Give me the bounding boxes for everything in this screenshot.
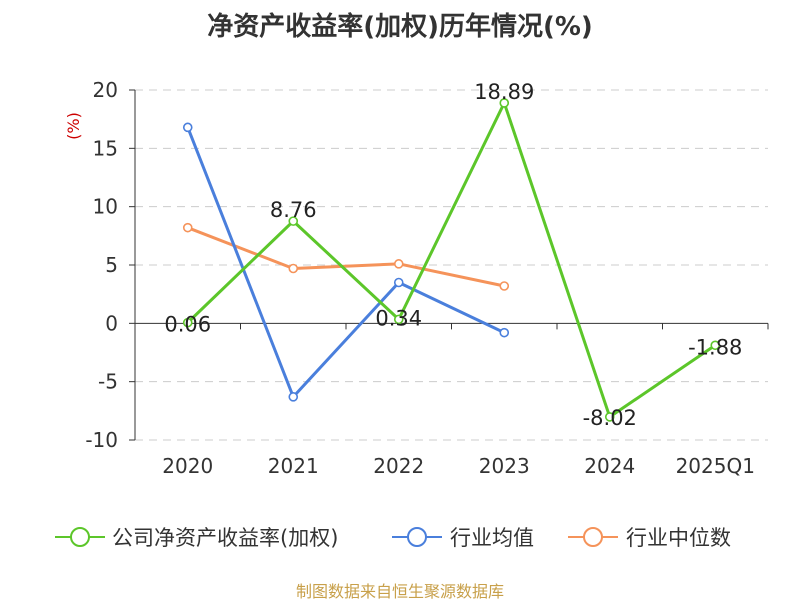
y-tick-label: 20 <box>93 78 118 102</box>
legend: 公司净资产收益率(加权) 行业均值 行业中位数 <box>55 526 731 550</box>
data-point <box>393 314 404 325</box>
data-label: 8.76 <box>270 198 317 222</box>
legend-marker <box>583 527 603 547</box>
x-tick-label: 2022 <box>373 454 424 478</box>
data-point <box>393 259 404 269</box>
data-point <box>499 281 510 291</box>
data-point <box>182 122 193 133</box>
x-tick-label: 2024 <box>584 454 635 478</box>
data-point <box>288 263 299 274</box>
y-tick-label: 0 <box>105 311 118 335</box>
data-source-note: 制图数据来自恒生聚源数据库 <box>295 582 504 601</box>
y-axis-unit-label: (%) <box>64 112 83 140</box>
data-point <box>182 222 193 233</box>
data-point <box>288 392 299 402</box>
data-label: 0.34 <box>375 306 422 330</box>
x-tick-label: 2023 <box>479 454 530 478</box>
data-point <box>710 340 721 351</box>
chart-title: 净资产收益率(加权)历年情况(%) <box>207 12 593 42</box>
data-point <box>604 412 615 422</box>
y-tick-label: 10 <box>93 195 118 219</box>
data-point <box>499 98 510 108</box>
data-label: 18.89 <box>474 80 534 104</box>
y-tick-label: 5 <box>105 253 118 277</box>
data-label: 0.06 <box>164 313 211 337</box>
legend-marker <box>407 527 427 547</box>
data-label: -8.02 <box>583 406 637 430</box>
y-tick-label: -5 <box>98 370 118 394</box>
data-labels: 0.06 8.76 0.34 18.89 -8.02 -1.88 <box>164 80 742 430</box>
x-tick-label: 2020 <box>162 454 213 478</box>
series-lines <box>182 98 721 422</box>
x-tick-label: 2025Q1 <box>676 454 755 478</box>
data-point <box>499 327 510 338</box>
data-label: -1.88 <box>688 335 742 359</box>
y-tick-label: -10 <box>85 428 118 452</box>
y-tick-label: 15 <box>93 136 118 160</box>
data-point <box>288 216 299 226</box>
legend-label: 公司净资产收益率(加权) <box>112 526 338 550</box>
legend-label: 行业中位数 <box>626 526 731 550</box>
data-point <box>393 277 404 288</box>
x-tick-label: 2021 <box>268 454 319 478</box>
legend-label: 行业均值 <box>450 526 534 550</box>
axes: 20 15 10 5 0 -5 -10 2020 2021 2022 2023 2024 2025Q1 (… <box>64 78 769 478</box>
grid-lines <box>135 89 768 441</box>
legend-marker <box>70 527 90 547</box>
series-line <box>186 101 717 419</box>
series-line <box>187 226 505 288</box>
data-point <box>182 317 193 328</box>
series-line <box>186 126 505 399</box>
